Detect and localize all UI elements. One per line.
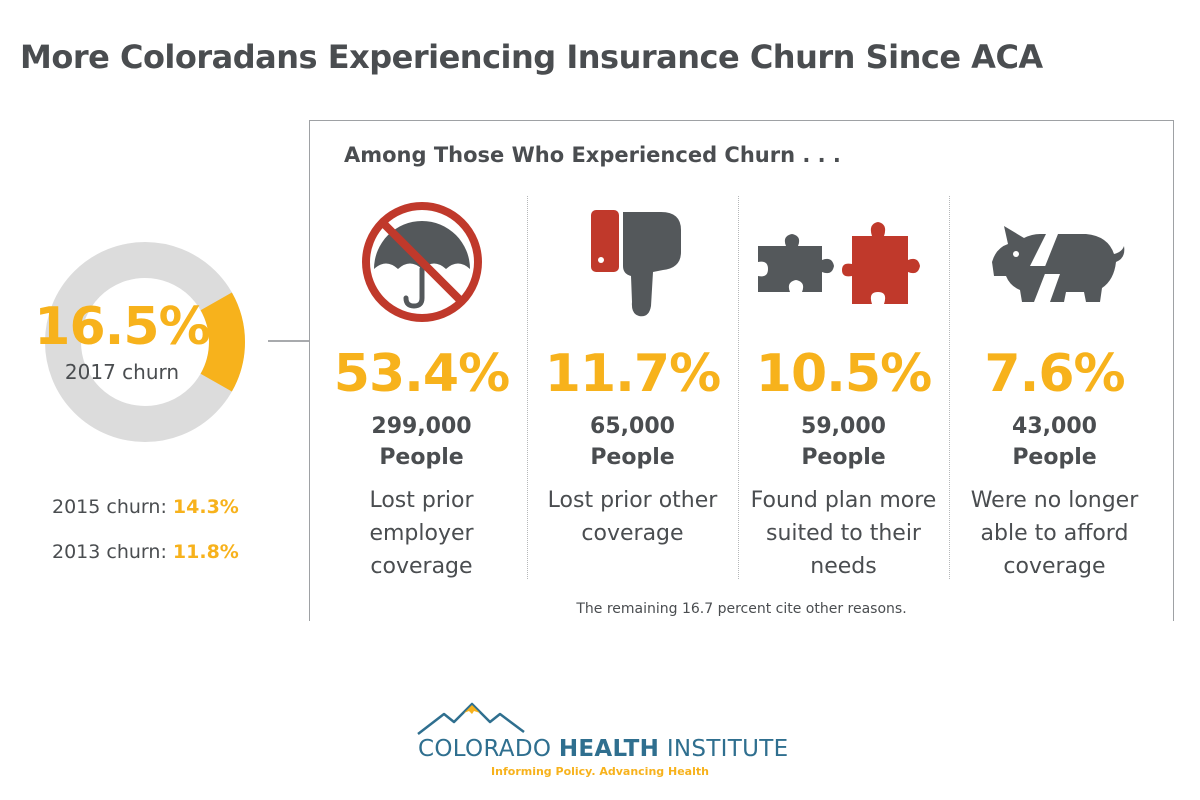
history-2015-label: 2015 churn: [52,496,167,518]
donut-center-caption: 2017 churn [64,360,180,384]
reason-people-count: 299,000 [371,414,472,439]
reason-percent: 11.7% [544,344,721,404]
reason-column-employer: 53.4% 299,000 People Lost prior employer… [316,196,528,579]
reason-people-unit: People [1012,445,1097,470]
puzzle-pieces-icon [738,196,949,336]
reason-column-better-plan: 10.5% 59,000 People Found plan more suit… [738,196,950,579]
reason-description: Found plan more suited to their needs [750,488,937,579]
reason-percent: 53.4% [333,344,510,404]
logo-name-regular: COLORADO [418,736,559,762]
reason-column-afford: 7.6% 43,000 People Were no longer able t… [949,196,1160,579]
thumbs-down-icon [527,196,738,336]
reason-description: Were no longer able to afford coverage [970,488,1139,579]
reason-percent: 7.6% [984,344,1125,404]
broken-piggy-bank-icon [949,196,1160,336]
page-title: More Coloradans Experiencing Insurance C… [20,38,1043,76]
panel-footnote: The remaining 16.7 percent cite other re… [576,601,907,617]
logo-tagline: Informing Policy. Advancing Health [491,765,709,778]
colorado-health-institute-logo: COLORADO HEALTH INSTITUTE Informing Poli… [410,700,800,790]
reason-people-count: 65,000 [590,414,675,439]
donut-svg [45,242,245,442]
reason-percent: 10.5% [755,344,932,404]
reason-description: Lost prior employer coverage [369,488,474,579]
donut-center-value: 16.5% [34,297,210,357]
panel-heading: Among Those Who Experienced Churn . . . [344,143,841,167]
reason-people-unit: People [379,445,464,470]
churn-donut-chart: 16.5% 2017 churn [22,242,268,488]
reason-people-count: 43,000 [1012,414,1097,439]
logo-name-end: INSTITUTE [659,736,789,762]
no-umbrella-icon [316,196,527,336]
reason-column-other: 11.7% 65,000 People Lost prior other cov… [527,196,739,579]
history-2013-label: 2013 churn: [52,541,167,563]
history-2013: 2013 churn: 11.8% [52,541,239,563]
reason-people-unit: People [590,445,675,470]
reason-people-count: 59,000 [801,414,886,439]
logo-name-bold: HEALTH [558,736,660,762]
churn-reasons-panel: Among Those Who Experienced Churn . . . … [309,120,1174,621]
reason-people-unit: People [801,445,886,470]
history-2013-value: 11.8% [172,541,239,563]
connector-line [268,340,310,342]
reason-description: Lost prior other coverage [547,488,718,546]
mountain-logo-icon [417,702,525,735]
logo-name: COLORADO HEALTH INSTITUTE [418,736,788,762]
donut-ring-2017-slice [200,292,245,392]
history-2015-value: 14.3% [172,496,239,518]
history-2015: 2015 churn: 14.3% [52,496,239,518]
